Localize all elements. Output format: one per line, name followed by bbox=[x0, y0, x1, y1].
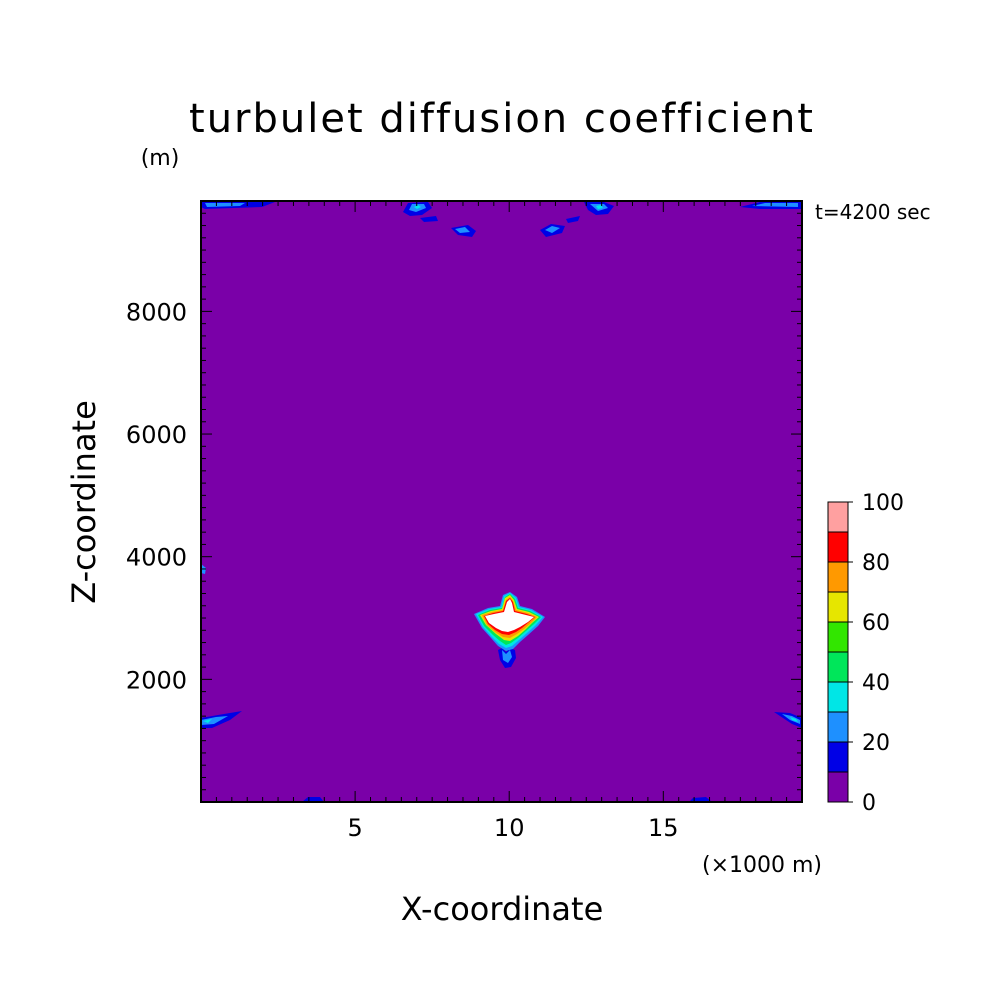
contour-patch bbox=[420, 216, 438, 222]
colorbar-label: 0 bbox=[862, 791, 876, 816]
colorbar-label: 60 bbox=[862, 611, 890, 636]
contour-patch bbox=[774, 712, 802, 728]
contour-patch bbox=[566, 216, 580, 223]
y-tick-label: 6000 bbox=[126, 421, 187, 449]
x-unit-label: (×1000 m) bbox=[702, 853, 822, 878]
colorbar-segment bbox=[827, 531, 849, 563]
colorbar-segment bbox=[827, 681, 849, 713]
contour-patch bbox=[455, 227, 470, 233]
x-tick-label: 10 bbox=[494, 814, 525, 842]
y-tick-label: 4000 bbox=[126, 544, 187, 572]
background-field bbox=[201, 201, 802, 802]
left-mid-edge bbox=[201, 711, 242, 728]
contour-patch bbox=[782, 714, 800, 724]
colorbar-segment bbox=[827, 651, 849, 683]
upper-left-edge bbox=[201, 202, 275, 209]
x-axis-label: X-coordinate bbox=[401, 890, 604, 928]
x-tick-label: 5 bbox=[347, 814, 362, 842]
plot-frame bbox=[200, 200, 803, 803]
colorbar-segment bbox=[827, 711, 849, 743]
y-unit-label: (m) bbox=[141, 146, 180, 171]
colorbar-segment bbox=[827, 741, 849, 773]
colorbar-segment bbox=[827, 591, 849, 623]
contour-patch bbox=[485, 599, 534, 632]
top-left-blob bbox=[403, 202, 432, 216]
chart-title: turbulet diffusion coefficient bbox=[189, 96, 815, 142]
upper-left-small bbox=[451, 225, 476, 237]
colorbar-segment bbox=[827, 501, 849, 533]
y-axis-label: Z-coordinate bbox=[65, 400, 103, 604]
colorbar-segment bbox=[827, 621, 849, 653]
colorbar-segment bbox=[827, 561, 849, 593]
right-mid-edge bbox=[774, 712, 802, 728]
x-axis: 5 10 15 bbox=[215, 201, 803, 842]
plot-area bbox=[200, 200, 803, 803]
contour-patch bbox=[205, 203, 245, 207]
small-dashes bbox=[420, 216, 580, 223]
colorbar-segment bbox=[827, 771, 849, 803]
y-tick-label: 2000 bbox=[126, 666, 187, 694]
contour-patch bbox=[689, 797, 712, 802]
colorbar: 0 20 40 60 80 100 bbox=[827, 491, 904, 816]
y-tick-label: 8000 bbox=[126, 298, 187, 326]
contour-patch bbox=[414, 205, 421, 209]
colorbar-label: 80 bbox=[862, 551, 890, 576]
upper-right-small bbox=[540, 224, 565, 237]
bottom-left bbox=[302, 797, 324, 802]
contour-patch bbox=[203, 719, 212, 723]
contour-patch bbox=[302, 797, 324, 802]
colorbar-label: 20 bbox=[862, 731, 890, 756]
colorbar-label: 40 bbox=[862, 671, 890, 696]
contour-patch bbox=[502, 650, 512, 663]
colorbar-label: 100 bbox=[862, 491, 904, 516]
contour-patch bbox=[790, 717, 798, 722]
time-label: t=4200 sec bbox=[815, 200, 931, 224]
bottom-right bbox=[689, 797, 712, 802]
top-right-blob bbox=[584, 202, 614, 215]
x-tick-label: 15 bbox=[648, 814, 679, 842]
central-core bbox=[474, 592, 545, 668]
y-axis: 2000 4000 6000 8000 bbox=[126, 212, 802, 791]
contour-patch bbox=[545, 226, 560, 233]
